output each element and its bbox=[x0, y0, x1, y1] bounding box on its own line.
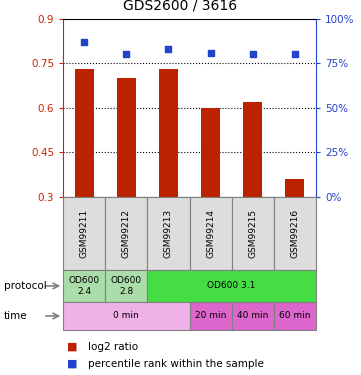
Bar bbox=[285, 179, 304, 197]
Text: protocol: protocol bbox=[4, 281, 46, 291]
Text: 20 min: 20 min bbox=[195, 311, 226, 320]
Bar bbox=[190, 197, 232, 270]
Bar bbox=[75, 69, 94, 197]
Text: 0 min: 0 min bbox=[113, 311, 139, 320]
Bar bbox=[63, 197, 105, 270]
Point bbox=[250, 51, 256, 57]
Point bbox=[123, 51, 129, 57]
Bar bbox=[274, 197, 316, 270]
Point bbox=[166, 46, 171, 52]
Text: GSM99215: GSM99215 bbox=[248, 209, 257, 258]
Bar bbox=[63, 302, 190, 330]
Text: OD600
2.4: OD600 2.4 bbox=[69, 276, 100, 296]
Bar bbox=[190, 302, 232, 330]
Bar bbox=[63, 270, 105, 302]
Bar bbox=[105, 270, 147, 302]
Point bbox=[292, 51, 298, 57]
Text: GSM99214: GSM99214 bbox=[206, 209, 215, 258]
Bar bbox=[201, 108, 220, 197]
Point bbox=[208, 50, 213, 55]
Text: time: time bbox=[4, 311, 27, 321]
Text: OD600 3.1: OD600 3.1 bbox=[208, 281, 256, 290]
Text: percentile rank within the sample: percentile rank within the sample bbox=[88, 359, 264, 369]
Bar bbox=[274, 302, 316, 330]
Bar bbox=[147, 197, 190, 270]
Text: log2 ratio: log2 ratio bbox=[88, 342, 139, 352]
Text: GSM99216: GSM99216 bbox=[290, 209, 299, 258]
Text: OD600
2.8: OD600 2.8 bbox=[111, 276, 142, 296]
Text: GSM99211: GSM99211 bbox=[80, 209, 89, 258]
Bar bbox=[243, 102, 262, 197]
Bar bbox=[147, 270, 316, 302]
Bar bbox=[117, 78, 136, 197]
Bar bbox=[159, 69, 178, 197]
Text: GDS2600 / 3616: GDS2600 / 3616 bbox=[123, 0, 238, 13]
Text: ■: ■ bbox=[67, 359, 77, 369]
Text: GSM99213: GSM99213 bbox=[164, 209, 173, 258]
Bar bbox=[105, 197, 147, 270]
Text: 40 min: 40 min bbox=[237, 311, 268, 320]
Bar bbox=[232, 197, 274, 270]
Bar bbox=[232, 302, 274, 330]
Text: 60 min: 60 min bbox=[279, 311, 310, 320]
Point bbox=[81, 39, 87, 45]
Text: GSM99212: GSM99212 bbox=[122, 209, 131, 258]
Text: ■: ■ bbox=[67, 342, 77, 352]
